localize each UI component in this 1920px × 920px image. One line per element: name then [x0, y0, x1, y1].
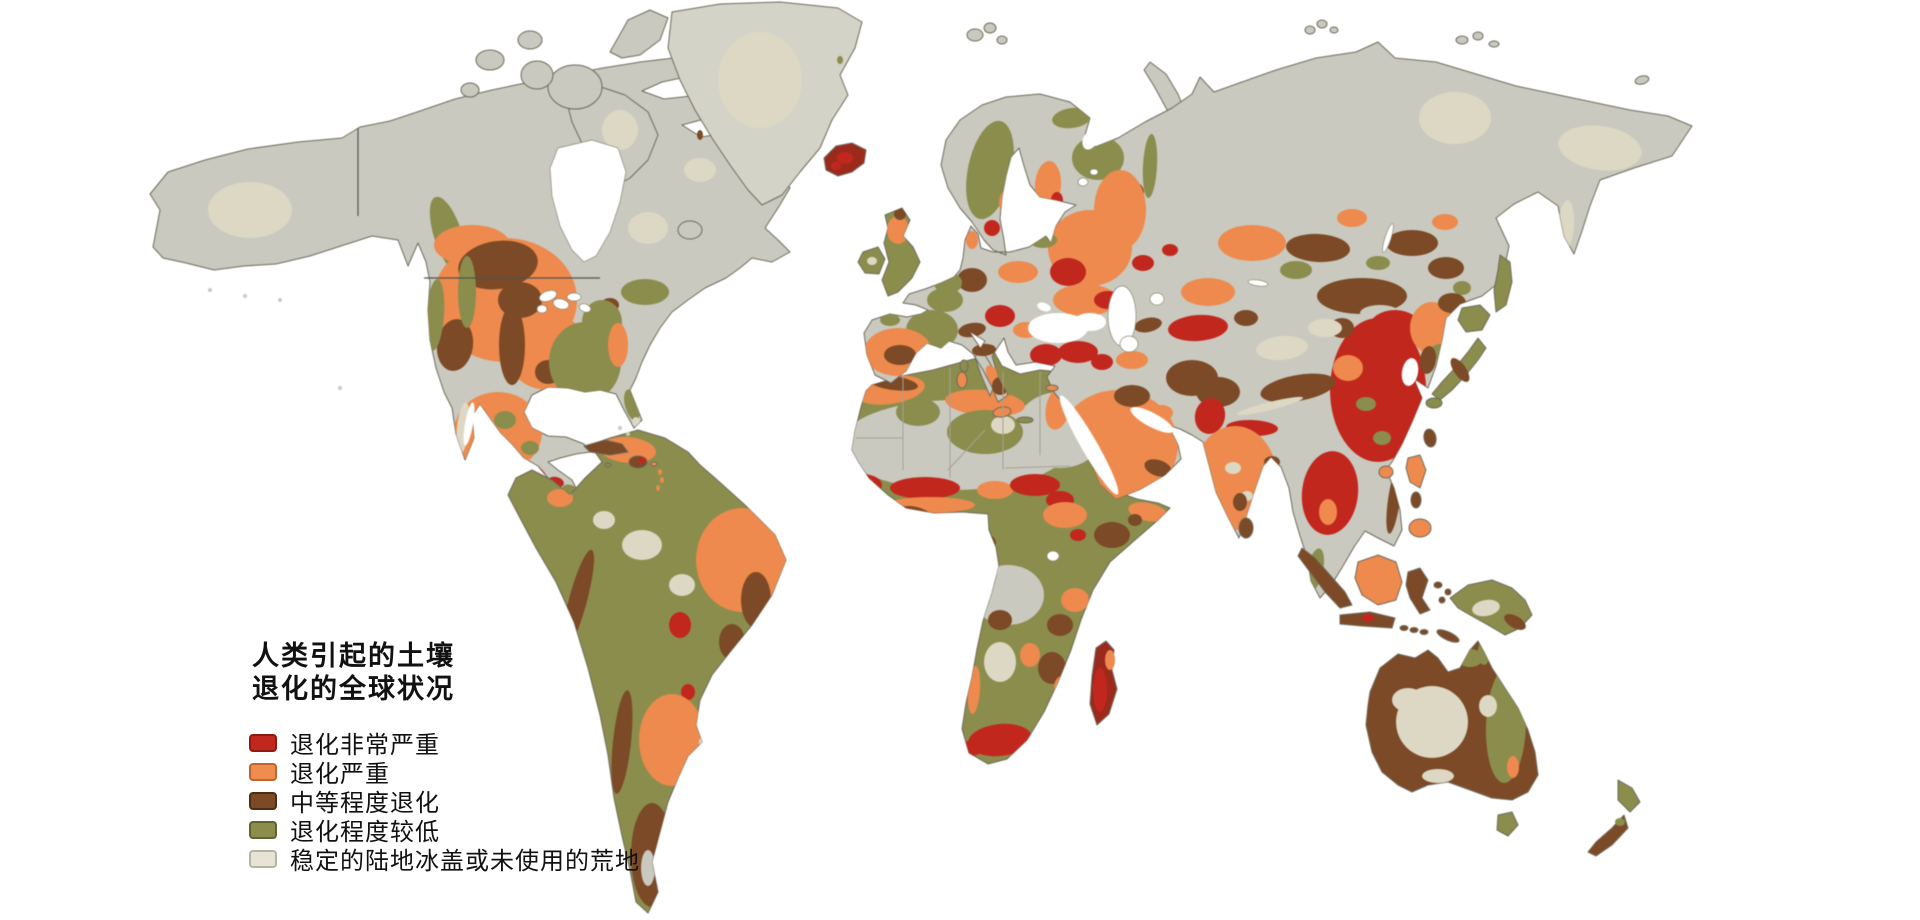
cyprus: [1045, 384, 1059, 392]
legend-row-very-severe: 退化非常严重: [249, 728, 640, 759]
sardinia: [956, 371, 968, 389]
ellesmere-island: [609, 9, 669, 59]
legend-row-moderate: 中等程度退化: [249, 786, 640, 817]
legend-swatch-very-severe: [249, 733, 277, 752]
sumatra: [1297, 547, 1353, 609]
persian-gulf: [1130, 407, 1174, 433]
great-lakes: [539, 290, 557, 302]
borneo: [1354, 554, 1403, 606]
hokkaido: [1457, 304, 1491, 333]
corsica: [959, 359, 969, 373]
banks-island: [520, 60, 554, 90]
east-asian-islands: [1378, 254, 1513, 538]
country-borders: [357, 128, 1071, 478]
taiwan: [1423, 428, 1437, 448]
legend-label-severe: 退化严重: [290, 762, 390, 788]
legend-swatch-low: [249, 820, 277, 839]
british-isles: [857, 207, 921, 297]
madagascar-patch: [1105, 650, 1115, 670]
gulf-of-california: [463, 402, 475, 446]
water-bodies: [463, 130, 1419, 562]
legend-label-stable: 稳定的陆地冰盖或未使用的荒地: [290, 849, 640, 875]
new-zealand-north-island: [1617, 779, 1641, 813]
continent-australia: [1365, 640, 1641, 857]
cuba: [583, 439, 629, 456]
legend-row-severe: 退化严重: [249, 757, 640, 788]
map-legend: 人类引起的土壤 退化的全球状况 退化非常严重 退化严重 中等程度退化 退化程度较…: [249, 640, 640, 875]
legend-title-line2: 退化的全球状况: [252, 674, 455, 704]
legend-swatch-moderate: [249, 791, 277, 810]
legend-label-very-severe: 退化非常严重: [290, 733, 440, 759]
maritime-southeast-asia: [1297, 547, 1533, 643]
legend-swatch-stable: [249, 849, 277, 868]
sri-lanka: [1238, 517, 1254, 539]
timor: [1436, 629, 1460, 643]
sakhalin: [1493, 254, 1513, 313]
yellow-sea: [1401, 358, 1419, 386]
lake-baikal: [1382, 223, 1394, 253]
sulawesi: [1405, 567, 1431, 615]
iceland-patch: [837, 152, 853, 164]
svalbard: [966, 28, 984, 42]
arctic-islands: [208, 1, 1650, 390]
greenland-icecap: [718, 32, 802, 128]
aral-sea: [1149, 292, 1165, 306]
legend-row-stable: 稳定的陆地冰盖或未使用的荒地: [249, 844, 640, 875]
newfoundland: [677, 220, 703, 240]
hainan: [1378, 465, 1394, 479]
legend-items: 退化非常严重 退化严重 中等程度退化 退化程度较低 稳定的陆地冰盖或未使用的荒地: [249, 728, 640, 875]
legend-row-low: 退化程度较低: [249, 815, 640, 846]
legend-swatch-severe: [249, 762, 277, 781]
luzon: [1405, 454, 1427, 489]
legend-title: 人类引起的土壤 退化的全球状况: [252, 640, 640, 706]
victoria-island: [547, 64, 603, 110]
continent-north-america: [149, 56, 791, 508]
black-sea: [1028, 313, 1088, 343]
legend-label-low: 退化程度较低: [290, 820, 440, 846]
mindanao: [1408, 518, 1432, 538]
lake-balkhash: [1247, 279, 1269, 287]
hudson-bay: [549, 139, 627, 263]
caribbean-islands: [583, 359, 1254, 539]
white-sea: [1082, 130, 1098, 150]
kyushu: [1425, 397, 1443, 409]
legend-label-moderate: 中等程度退化: [290, 791, 440, 817]
degradation-patches-british-isles: [867, 208, 909, 265]
wrangel-island: [1634, 75, 1650, 85]
tasmania: [1496, 811, 1519, 837]
crete: [1016, 416, 1034, 424]
lake-victoria: [1046, 550, 1060, 562]
red-sea: [1059, 395, 1119, 495]
lake-ladoga: [1077, 177, 1089, 187]
legend-title-line1: 人类引起的土壤: [252, 641, 455, 671]
